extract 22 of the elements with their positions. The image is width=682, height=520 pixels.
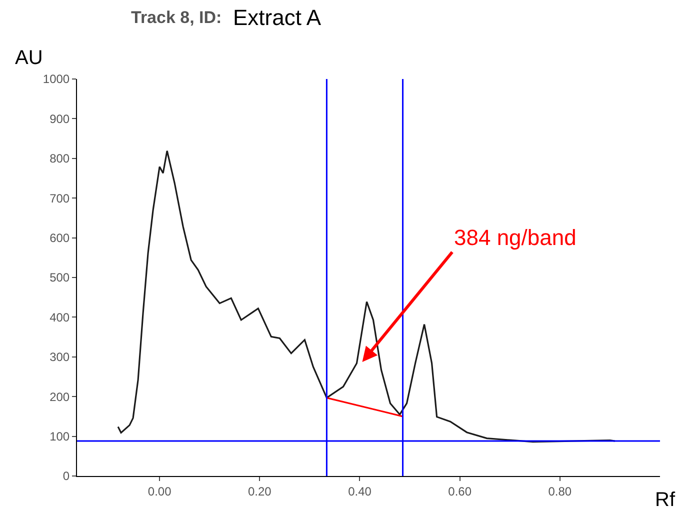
y-tick-label: 700 [50,191,70,206]
x-tick-label: 0.80 [548,484,572,498]
x-tick-label: 0.40 [348,484,372,498]
y-tick-label: 400 [50,310,70,324]
y-tick-label: 600 [50,231,70,245]
y-tick-label: 800 [50,152,70,166]
x-tick-label: 0.20 [248,484,272,498]
x-axis-title: Rf [655,489,676,511]
x-tick-label: 0.00 [148,484,172,498]
y-tick-label: 500 [50,270,70,285]
y-tick-label: 900 [50,112,70,126]
chart-subtitle: Extract A [233,5,322,30]
annotation: 384 ng/band [454,225,576,250]
y-tick-label: 200 [50,390,70,404]
x-tick-label: 0.60 [448,484,472,498]
y-axis-title: AU [15,47,43,69]
chart-title: Track 8, ID: [131,8,222,27]
y-tick-label: 100 [50,430,70,444]
y-tick-label: 0 [62,469,70,484]
y-tick-label: 300 [50,350,70,364]
y-tick-label: 1000 [42,72,70,86]
line-series [117,150,616,443]
